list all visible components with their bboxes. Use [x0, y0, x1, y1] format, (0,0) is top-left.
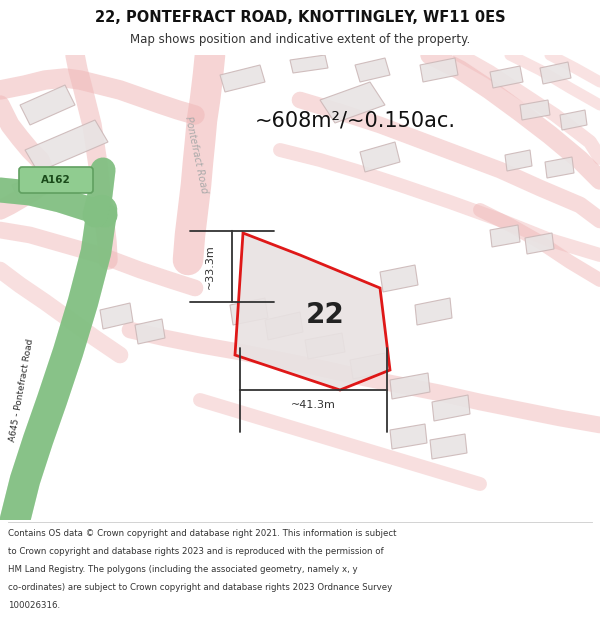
- Polygon shape: [430, 434, 467, 459]
- Polygon shape: [420, 58, 458, 82]
- Polygon shape: [432, 395, 470, 421]
- Polygon shape: [350, 353, 388, 379]
- Text: 22: 22: [305, 301, 344, 329]
- Polygon shape: [545, 157, 574, 178]
- Polygon shape: [490, 225, 520, 247]
- FancyBboxPatch shape: [19, 167, 93, 193]
- Polygon shape: [290, 55, 328, 73]
- Polygon shape: [235, 233, 390, 390]
- Polygon shape: [540, 62, 571, 84]
- Text: co-ordinates) are subject to Crown copyright and database rights 2023 Ordnance S: co-ordinates) are subject to Crown copyr…: [8, 583, 392, 592]
- Polygon shape: [380, 265, 418, 292]
- Polygon shape: [320, 82, 385, 123]
- Text: Contains OS data © Crown copyright and database right 2021. This information is : Contains OS data © Crown copyright and d…: [8, 529, 397, 538]
- Polygon shape: [525, 233, 554, 254]
- Polygon shape: [20, 85, 75, 125]
- Polygon shape: [135, 319, 165, 344]
- Polygon shape: [415, 298, 452, 325]
- Polygon shape: [12, 172, 58, 202]
- Text: 100026316.: 100026316.: [8, 601, 60, 610]
- Polygon shape: [490, 66, 523, 88]
- Polygon shape: [560, 110, 587, 130]
- Polygon shape: [520, 100, 550, 120]
- Text: 22, PONTEFRACT ROAD, KNOTTINGLEY, WF11 0ES: 22, PONTEFRACT ROAD, KNOTTINGLEY, WF11 0…: [95, 9, 505, 24]
- Polygon shape: [265, 312, 303, 340]
- Polygon shape: [100, 303, 133, 329]
- Text: HM Land Registry. The polygons (including the associated geometry, namely x, y: HM Land Registry. The polygons (includin…: [8, 565, 358, 574]
- Text: A162: A162: [41, 175, 71, 185]
- Polygon shape: [305, 333, 345, 359]
- Text: ~608m²/~0.150ac.: ~608m²/~0.150ac.: [254, 110, 455, 130]
- Polygon shape: [360, 142, 400, 172]
- Polygon shape: [505, 150, 532, 171]
- Polygon shape: [390, 424, 427, 449]
- Text: Map shows position and indicative extent of the property.: Map shows position and indicative extent…: [130, 32, 470, 46]
- Polygon shape: [230, 298, 268, 325]
- Polygon shape: [25, 120, 108, 172]
- Text: to Crown copyright and database rights 2023 and is reproduced with the permissio: to Crown copyright and database rights 2…: [8, 547, 383, 556]
- Polygon shape: [390, 373, 430, 399]
- Text: ~41.3m: ~41.3m: [291, 400, 336, 410]
- Text: ~33.3m: ~33.3m: [205, 244, 215, 289]
- Text: Pontefract Road: Pontefract Road: [183, 116, 209, 194]
- Polygon shape: [220, 65, 265, 92]
- Polygon shape: [355, 58, 390, 82]
- Text: A645 - Pontefract Road: A645 - Pontefract Road: [8, 338, 35, 442]
